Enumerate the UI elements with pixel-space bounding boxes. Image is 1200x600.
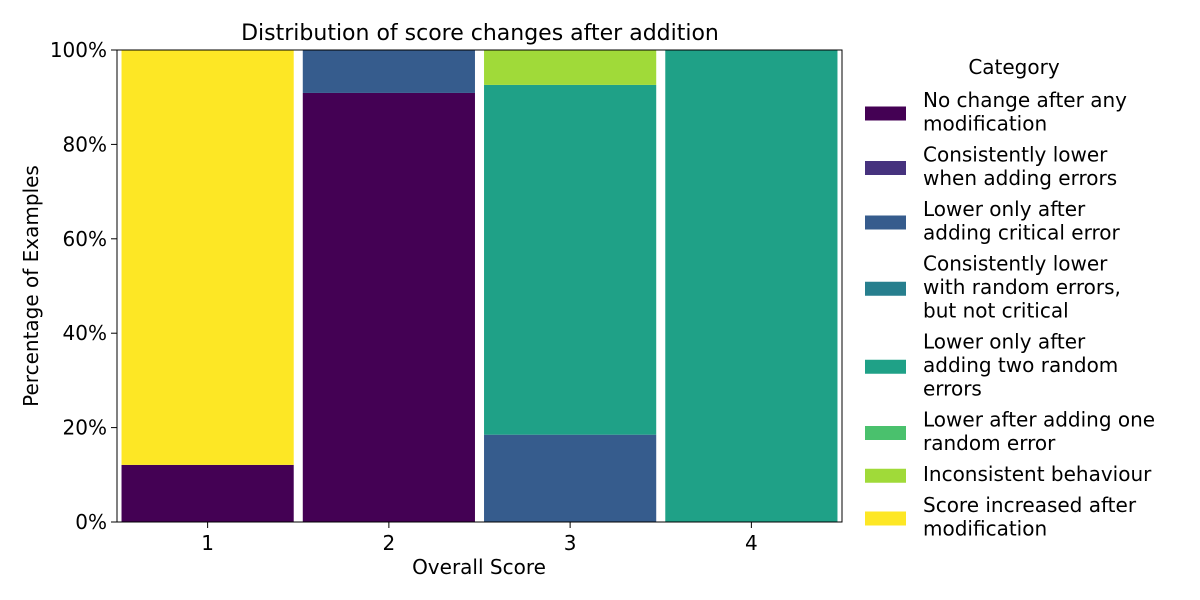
y-tick-label: 100%	[50, 38, 107, 62]
bar-segment-score-3-series-2	[484, 434, 657, 522]
legend-swatch-6	[865, 468, 906, 483]
x-axis-label: Overall Score	[412, 555, 546, 579]
bar-segment-score-3-series-4	[484, 84, 657, 435]
legend-swatch-7	[865, 511, 906, 526]
legend-swatch-4	[865, 359, 906, 374]
legend-swatch-1	[865, 161, 906, 175]
legend-label-6: Inconsistent behaviour	[923, 462, 1152, 486]
legend-label-7: Score increased after modification	[923, 493, 1137, 541]
y-tick-label: 60%	[63, 227, 107, 251]
x-tick-label: 1	[201, 531, 214, 555]
legend-swatch-2	[865, 215, 906, 230]
y-axis: 0% 20% 40% 60% 80% 100%	[50, 38, 117, 534]
y-tick-label: 20%	[63, 416, 107, 440]
bars-group	[121, 50, 838, 522]
x-tick-label: 2	[383, 531, 396, 555]
legend: Category No change after any modification…	[865, 55, 1155, 541]
y-axis-label: Percentage of Examples	[19, 165, 43, 407]
legend-label-0: No change after any modification	[923, 88, 1127, 136]
bar-segment-score-2-series-2	[302, 50, 475, 93]
bar-segment-score-1-series-7	[121, 50, 294, 465]
bar-segment-score-4-series-4	[665, 50, 838, 522]
legend-label-4: Lower only after adding two random errors	[923, 330, 1118, 401]
x-tick-label: 3	[564, 531, 577, 555]
y-tick-label: 40%	[63, 321, 107, 345]
legend-label-3: Consistently lower with random errors, but…	[923, 252, 1121, 323]
chart-title: Distribution of score changes after addi…	[241, 21, 719, 46]
x-tick-label: 4	[745, 531, 758, 555]
legend-swatch-3	[865, 281, 906, 296]
legend-label-2: Lower only after adding critical error	[923, 197, 1120, 245]
plot-frame	[116, 49, 843, 523]
bar-segment-score-1-series-0	[121, 464, 294, 522]
bar-segment-score-2-series-0	[302, 92, 475, 522]
y-tick-label: 0%	[75, 510, 107, 534]
x-axis: 1 2 3 4	[201, 522, 758, 555]
legend-swatch-0	[865, 106, 906, 121]
legend-title: Category	[968, 55, 1060, 79]
bar-segment-score-3-series-6	[484, 50, 657, 85]
legend-label-1: Consistently lower when adding errors	[923, 143, 1117, 191]
legend-label-5: Lower after adding one random error	[923, 408, 1155, 456]
y-tick-label: 80%	[63, 132, 107, 156]
legend-swatch-5	[865, 426, 906, 440]
